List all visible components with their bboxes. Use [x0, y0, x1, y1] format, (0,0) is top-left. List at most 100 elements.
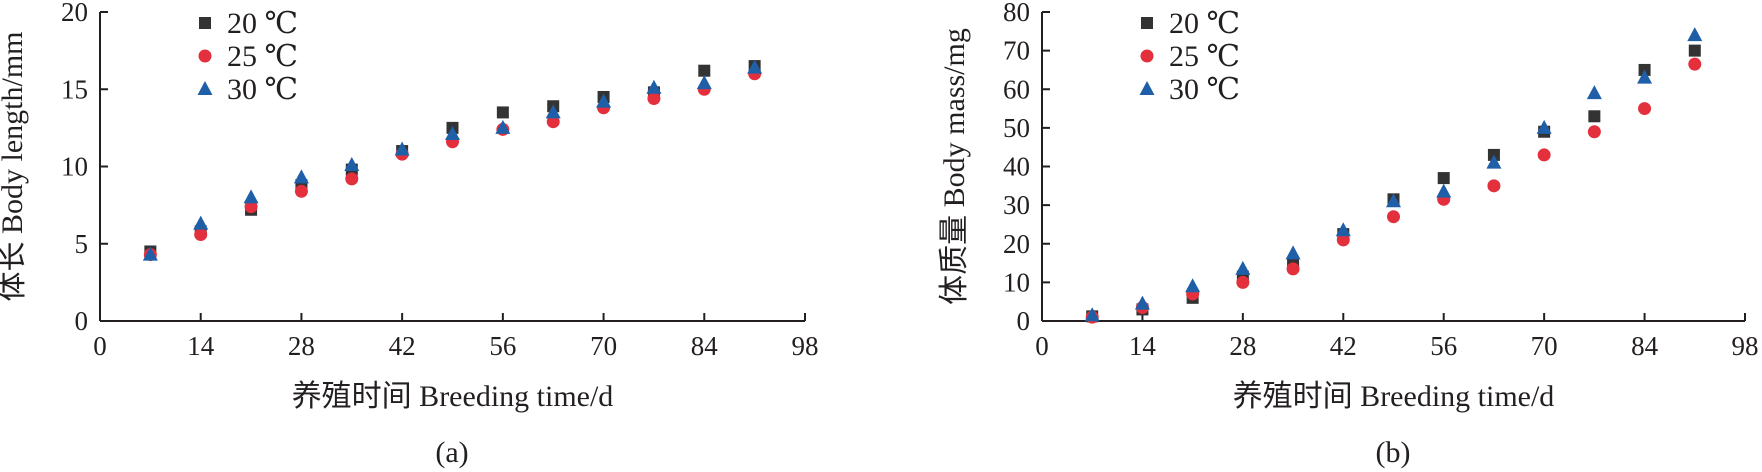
data-point-square — [1437, 172, 1450, 185]
x-tick-label: 70 — [1531, 331, 1558, 361]
data-point-circle — [1286, 262, 1300, 276]
data-point-triangle — [1687, 27, 1703, 42]
data-point-circle — [1487, 179, 1501, 193]
data-point-triangle — [394, 141, 410, 156]
data-point-circle — [647, 92, 661, 106]
data-point-triangle — [696, 75, 712, 90]
data-point-circle — [546, 115, 560, 129]
legend-marker-square — [1141, 17, 1153, 29]
data-point-triangle — [1134, 295, 1150, 310]
data-point-triangle — [1486, 154, 1502, 169]
legend-label: 30 ℃ — [1169, 73, 1240, 106]
data-point-triangle — [1084, 307, 1100, 322]
chart-panel-2: 0 14 28 42 56 70 84 98 0 10 20 30 40 50 60 70 80 养殖时间 Bre… — [938, 0, 1759, 469]
legend-marker-circle — [198, 49, 212, 63]
y-tick-label: 80 — [1003, 0, 1030, 27]
series-triangle — [1084, 27, 1703, 322]
x-tick-label: 84 — [691, 331, 719, 361]
data-point-triangle — [1335, 222, 1351, 237]
x-tick-label: 0 — [93, 331, 107, 361]
x-tick-label: 28 — [288, 331, 315, 361]
data-point-circle — [1336, 233, 1350, 247]
data-point-circle — [1236, 275, 1250, 289]
legend-marker-square — [199, 17, 211, 29]
data-point-circle — [244, 200, 258, 214]
x-tick-label: 56 — [489, 331, 516, 361]
chart-panel-1: 0 14 28 42 56 70 84 98 0 5 10 15 20 养殖时间 Breeding tim… — [0, 0, 819, 469]
data-point-circle — [1638, 102, 1652, 116]
x-tick-label: 70 — [590, 331, 617, 361]
y-tick-label: 70 — [1003, 36, 1030, 66]
y-tick-label: 60 — [1003, 74, 1030, 104]
y-tick-label: 50 — [1003, 113, 1030, 143]
data-point-triangle — [445, 126, 460, 141]
data-point-triangle — [596, 93, 612, 108]
data-point-triangle — [1235, 260, 1251, 275]
y-tick-label: 0 — [1017, 306, 1031, 336]
x-tick-label: 56 — [1430, 331, 1457, 361]
x-tick-label: 98 — [792, 331, 819, 361]
y-tick-label: 10 — [1003, 267, 1030, 297]
data-point-triangle — [193, 215, 209, 230]
legend-label: 20 ℃ — [227, 7, 298, 40]
y-tick-label: 15 — [61, 74, 88, 104]
y-tick-label: 10 — [61, 152, 88, 182]
x-tick-label: 42 — [1330, 331, 1357, 361]
legend-label: 25 ℃ — [1169, 40, 1240, 73]
data-point-square — [1588, 110, 1601, 123]
legend: 20 ℃25 ℃30 ℃ — [197, 7, 298, 106]
data-point-square — [1688, 44, 1701, 57]
data-point-triangle — [1586, 85, 1602, 100]
panel-caption: (a) — [435, 436, 468, 469]
x-tick-label: 14 — [1129, 331, 1157, 361]
x-tick-label: 0 — [1035, 331, 1049, 361]
data-point-circle — [194, 227, 208, 241]
x-tick-label: 42 — [389, 331, 416, 361]
data-point-triangle — [243, 189, 259, 204]
y-axis-title: 体长 Body length/mm — [0, 32, 29, 302]
data-point-circle — [1688, 57, 1702, 71]
data-point-triangle — [293, 169, 309, 184]
data-point-triangle — [1436, 183, 1452, 198]
legend-label: 20 ℃ — [1169, 7, 1240, 40]
legend-label: 30 ℃ — [227, 73, 298, 106]
y-tick-label: 20 — [1003, 229, 1030, 259]
data-point-square — [698, 64, 711, 77]
x-axis-title: 养殖时间 Breeding time/d — [1233, 380, 1555, 413]
data-point-triangle — [1285, 245, 1301, 260]
x-tick-label: 14 — [187, 331, 215, 361]
data-point-triangle — [344, 156, 360, 171]
panel-caption: (b) — [1376, 436, 1411, 469]
series-triangle — [142, 59, 763, 261]
data-point-circle — [294, 184, 308, 198]
legend-marker-circle — [1140, 49, 1154, 63]
y-tick-label: 40 — [1003, 152, 1030, 182]
data-point-circle — [1387, 210, 1400, 224]
data-point-triangle — [1386, 193, 1401, 208]
data-point-triangle — [1536, 119, 1552, 134]
x-tick-label: 84 — [1631, 331, 1659, 361]
data-point-triangle — [1637, 69, 1653, 84]
data-point-triangle — [747, 59, 763, 74]
x-axis-title: 养殖时间 Breeding time/d — [292, 380, 614, 413]
y-tick-label: 20 — [61, 0, 88, 27]
data-point-circle — [1587, 125, 1601, 139]
legend: 20 ℃25 ℃30 ℃ — [1139, 7, 1240, 106]
legend-marker-triangle — [1139, 81, 1155, 95]
x-tick-label: 98 — [1732, 331, 1759, 361]
y-tick-label: 30 — [1003, 190, 1030, 220]
legend-marker-triangle — [197, 81, 213, 95]
data-point-triangle — [646, 79, 662, 94]
x-tick-label: 28 — [1229, 331, 1256, 361]
data-point-triangle — [495, 119, 511, 134]
y-tick-label: 0 — [75, 306, 89, 336]
y-axis-title: 体质量 Body mass/mg — [938, 28, 971, 305]
data-point-circle — [345, 172, 359, 186]
data-point-square — [496, 106, 509, 119]
data-point-triangle — [142, 246, 158, 261]
data-point-triangle — [1185, 278, 1201, 293]
data-point-circle — [1537, 148, 1551, 162]
legend-label: 25 ℃ — [227, 40, 298, 73]
data-point-triangle — [545, 104, 561, 119]
